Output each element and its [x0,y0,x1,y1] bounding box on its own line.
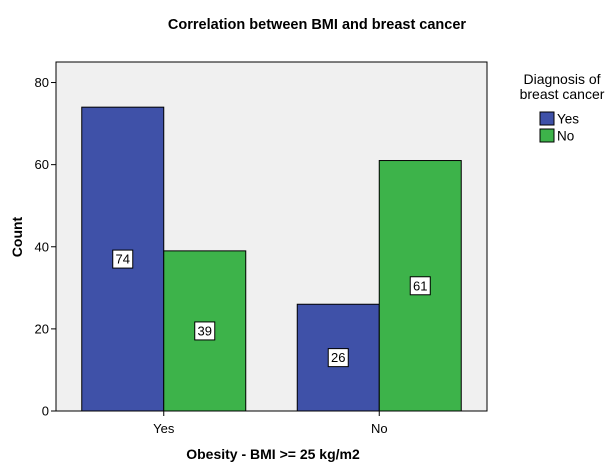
legend-label-yes: Yes [557,112,579,127]
y-tick-label: 60 [35,157,49,172]
chart-title: Correlation between BMI and breast cance… [168,17,466,33]
data-label-box [327,348,349,368]
legend: Diagnosis of breast cancer Yes No [520,71,605,144]
y-tick-label: 20 [35,321,49,336]
y-tick-label: 0 [42,404,49,419]
data-label: 26 [331,350,345,365]
x-tick-label: No [371,421,388,436]
data-label: 39 [198,323,212,338]
legend-swatch-no [539,128,555,143]
x-tick-label: Yes [153,421,175,436]
data-label: 74 [116,252,130,267]
y-tick-label: 80 [35,75,49,90]
plot-area: 0 20 40 60 80 74 39 Yes 26 61 No [35,61,488,436]
data-label: 61 [413,278,427,293]
legend-title-line-1: Diagnosis of [523,71,600,87]
y-axis-title: Count [9,216,25,257]
x-axis-title: Obesity - BMI >= 25 kg/m2 [186,446,360,462]
legend-label-no: No [557,129,574,144]
legend-swatch-yes [539,111,555,126]
data-label-box [194,321,216,341]
data-label-box [409,276,431,296]
legend-title-line-2: breast cancer [520,86,605,102]
y-tick-label: 40 [35,239,49,254]
data-label-box [112,249,134,269]
